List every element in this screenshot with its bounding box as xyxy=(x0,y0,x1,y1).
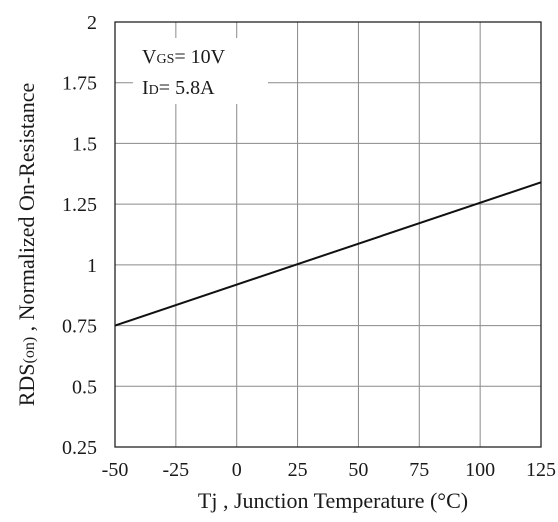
y-tick-label: 0.5 xyxy=(72,376,97,398)
y-tick-label: 2 xyxy=(87,12,97,34)
series-layer xyxy=(114,181,542,327)
annotation-box: VGS= 10V ID= 5.8A xyxy=(133,38,268,104)
y-axis-title-sub: (on) xyxy=(21,337,38,364)
id-subscript: D xyxy=(149,83,159,98)
x-axis-title-rest: , Junction Temperature (°C) xyxy=(217,488,468,513)
y-tick-label: 0.75 xyxy=(62,316,97,338)
id-prefix: I xyxy=(142,77,149,99)
y-axis-title-rest: , Normalized On-Resistance xyxy=(14,83,39,337)
id-value: = 5.8A xyxy=(159,77,215,99)
x-tick-label: 125 xyxy=(526,459,556,481)
x-tick-label: 100 xyxy=(465,459,495,481)
x-tick-label: -50 xyxy=(102,459,129,481)
y-axis-title: RDS(on) , Normalized On-Resistance xyxy=(14,83,39,407)
plot-frame xyxy=(114,21,542,448)
x-tick-label: 50 xyxy=(348,459,368,481)
x-tick-label: 0 xyxy=(232,459,242,481)
x-axis-title-main: Tj xyxy=(198,488,218,513)
x-tick-label: -25 xyxy=(163,459,190,481)
x-axis-title: Tj , Junction Temperature (°C) xyxy=(198,488,468,513)
id-annotation: ID= 5.8A xyxy=(142,77,215,99)
y-tick-label: 1.75 xyxy=(62,73,97,95)
vgs-annotation: VGS= 10V xyxy=(142,46,226,68)
vgs-prefix: V xyxy=(142,46,157,68)
x-tick-label: 75 xyxy=(409,459,429,481)
annotation-background xyxy=(133,38,268,104)
y-tick-labels: 0.25 0.5 0.75 1 1.25 1.5 1.75 2 xyxy=(62,12,97,459)
vgs-value: = 10V xyxy=(174,46,225,68)
y-tick-label: 0.25 xyxy=(62,437,97,459)
vgs-subscript: GS xyxy=(156,52,174,67)
y-tick-label: 1 xyxy=(87,255,97,277)
series-line xyxy=(114,181,542,327)
x-tick-labels: -50 -25 0 25 50 75 100 125 xyxy=(102,459,556,481)
y-tick-label: 1.5 xyxy=(72,133,97,155)
y-tick-label: 1.25 xyxy=(62,194,97,216)
x-tick-label: 25 xyxy=(288,459,308,481)
y-axis-title-main: RDS xyxy=(14,364,39,407)
